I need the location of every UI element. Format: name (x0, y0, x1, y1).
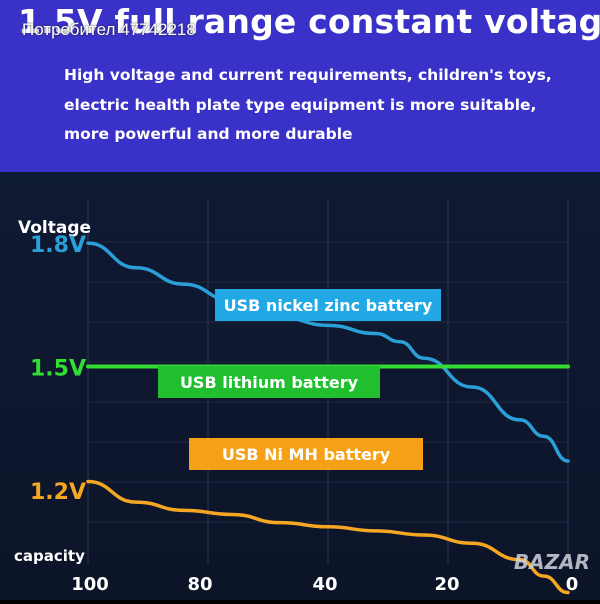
series-line-0 (86, 241, 570, 463)
series-label: USB lithium battery (180, 373, 359, 392)
series-label-box (215, 289, 441, 321)
series-label-box (158, 366, 380, 398)
series-label-box (189, 438, 423, 470)
series-label: USB Ni MH battery (222, 445, 391, 464)
user-overlay-text: Потребител 47742218 (22, 20, 196, 39)
description-line-2: electric health plate type equipment is … (64, 96, 537, 114)
x-axis-label: capacity (14, 547, 85, 565)
watermark-logo: BAZAR (513, 550, 590, 574)
header-banner: 1.5V full range constant voltage Потреби… (0, 0, 600, 172)
x-tick-label: 20 (434, 574, 459, 595)
series-line-2 (86, 479, 570, 595)
series-label: USB nickel zinc battery (224, 296, 433, 315)
y-tick-label: 1.5V (30, 356, 86, 381)
voltage-chart-panel: Voltage capacity 1.8V 1.5V 1.2V 100 80 40 20 0 US… (0, 172, 600, 600)
voltage-chart: Voltage capacity 1.8V 1.5V 1.2V 100 80 40 20 0 US… (14, 200, 579, 595)
x-tick-label: 40 (312, 574, 337, 595)
y-tick-label: 1.2V (30, 480, 86, 505)
description-line-3: more powerful and more durable (64, 125, 353, 143)
x-tick-label: 80 (187, 574, 212, 595)
y-axis-label: Voltage (18, 218, 91, 238)
x-tick-label: 100 (71, 574, 109, 595)
page-title: 1.5V full range constant voltage (18, 2, 600, 41)
description-line-1: High voltage and current requirements, c… (64, 66, 552, 84)
y-tick-label: 1.8V (30, 233, 86, 258)
x-tick-label: 0 (566, 574, 579, 595)
